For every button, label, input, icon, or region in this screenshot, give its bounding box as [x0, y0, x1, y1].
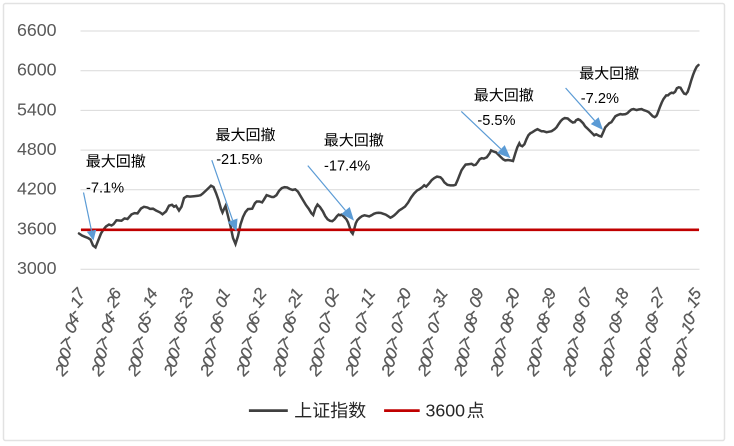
- svg-text:-21.5%: -21.5%: [216, 152, 262, 168]
- svg-text:6000: 6000: [17, 60, 57, 80]
- svg-text:4800: 4800: [17, 139, 57, 159]
- svg-text:3600: 3600: [426, 400, 466, 420]
- svg-text:6600: 6600: [17, 20, 57, 40]
- svg-text:-5.5%: -5.5%: [477, 113, 515, 129]
- svg-text:4200: 4200: [17, 179, 57, 199]
- svg-text:5400: 5400: [17, 99, 57, 119]
- svg-text:-7.2%: -7.2%: [581, 91, 619, 107]
- svg-text:-7.1%: -7.1%: [86, 180, 124, 196]
- svg-text:-17.4%: -17.4%: [324, 159, 370, 175]
- svg-text:3000: 3000: [17, 258, 57, 278]
- svg-text:3600: 3600: [17, 218, 57, 238]
